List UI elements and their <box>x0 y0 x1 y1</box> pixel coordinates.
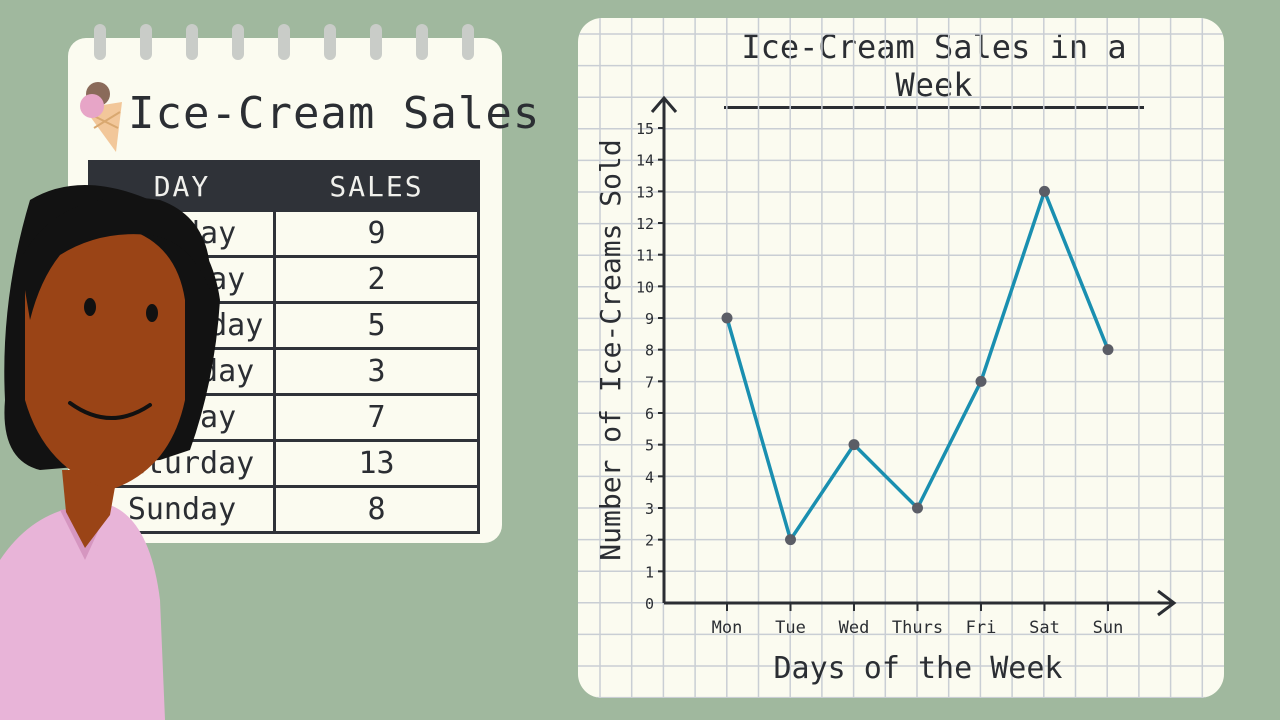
y-tick-label: 12 <box>636 215 654 233</box>
y-axis-arrow <box>650 95 678 113</box>
y-tick-label: 7 <box>645 373 654 391</box>
data-point <box>912 502 923 514</box>
sales-cell: 9 <box>273 209 480 258</box>
data-point <box>975 375 987 387</box>
grid-lines <box>578 18 1224 698</box>
sales-cell: 3 <box>273 347 480 396</box>
y-tick-label: 15 <box>636 120 654 138</box>
x-axis-label: Days of the Week <box>774 651 1063 686</box>
sales-cell: 8 <box>273 485 480 534</box>
y-tick-label: 5 <box>645 437 654 455</box>
x-tick-label: Tue <box>775 618 806 638</box>
data-point <box>1039 185 1050 197</box>
sales-column-header: SALES <box>273 160 480 212</box>
y-tick-label: 2 <box>645 532 654 550</box>
data-point <box>721 312 733 324</box>
y-tick-label: 11 <box>636 247 654 265</box>
y-tick-label: 10 <box>636 278 654 296</box>
y-tick-label: 0 <box>645 595 654 613</box>
y-axis-label: Number of Ice-Creams Sold <box>594 139 627 560</box>
y-tick-label: 4 <box>645 468 654 486</box>
presenter-character <box>0 185 220 720</box>
x-tick-label: Fri <box>966 618 997 638</box>
x-tick-label: Thurs <box>892 618 943 638</box>
x-tick-label: Sun <box>1093 618 1124 638</box>
ice-cream-icon <box>80 82 122 152</box>
sales-cell: 13 <box>273 439 480 488</box>
data-point <box>848 439 860 451</box>
y-tick-label: 6 <box>645 405 654 423</box>
sales-cell: 5 <box>273 301 480 350</box>
x-axis-arrow <box>1157 589 1177 617</box>
graph-paper <box>578 18 1224 698</box>
data-point <box>785 534 796 546</box>
y-tick-label: 1 <box>645 563 654 581</box>
x-tick-label: Mon <box>712 618 743 638</box>
data-point <box>1102 344 1114 356</box>
y-tick-label: 3 <box>645 500 654 518</box>
sales-cell: 7 <box>273 393 480 442</box>
y-tick-label: 9 <box>645 310 654 328</box>
y-tick-label: 14 <box>636 152 654 170</box>
notepad-title: Ice-Cream Sales <box>128 88 541 139</box>
x-tick-label: Wed <box>839 618 870 638</box>
x-tick-label: Sat <box>1029 618 1060 638</box>
y-tick-label: 13 <box>636 183 654 201</box>
y-tick-label: 8 <box>645 342 654 360</box>
sales-cell: 2 <box>273 255 480 304</box>
